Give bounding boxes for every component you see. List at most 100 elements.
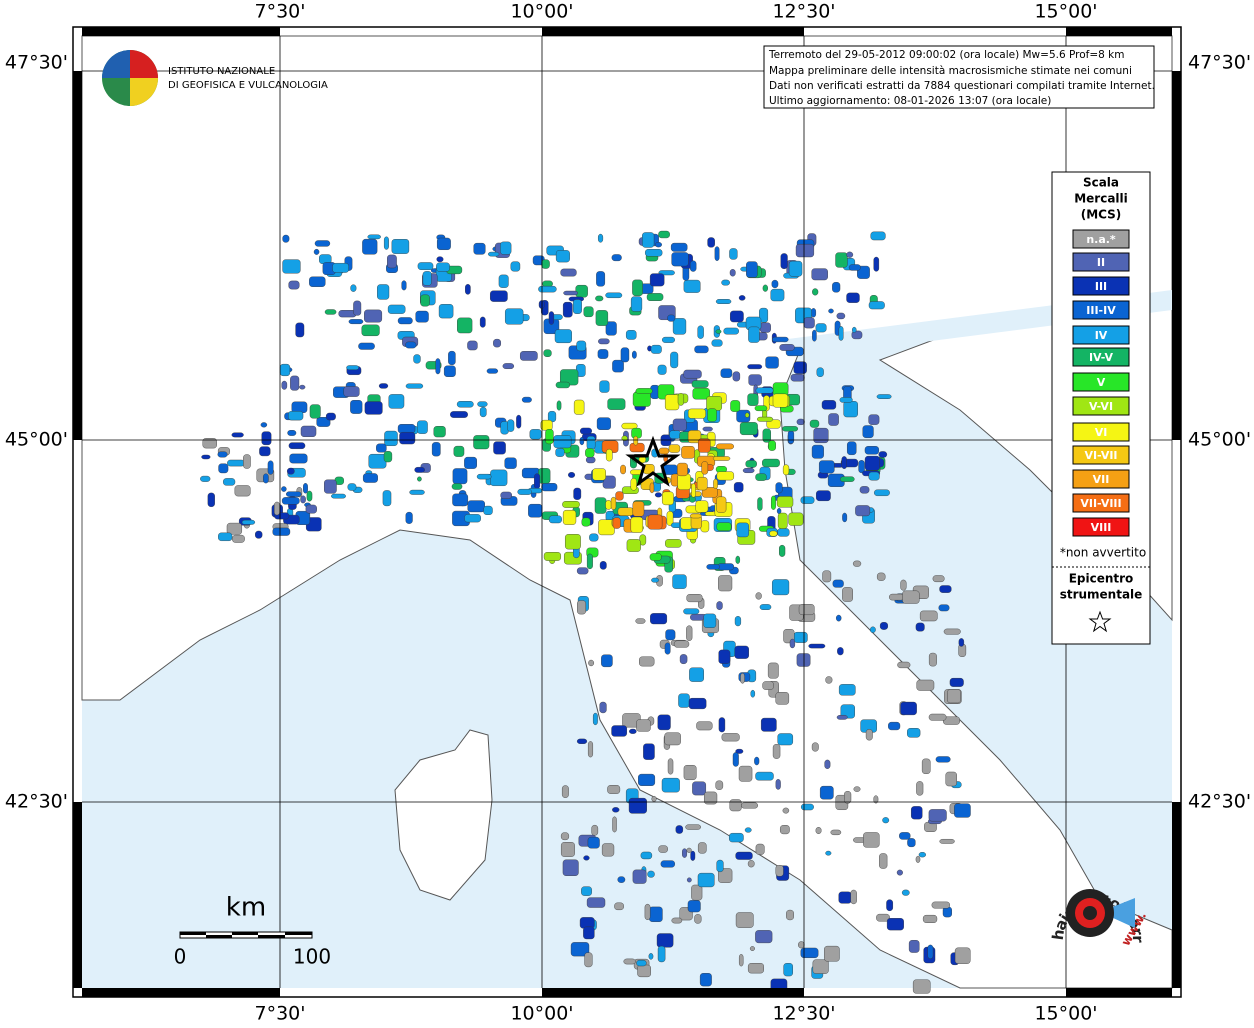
municipality bbox=[483, 505, 493, 515]
municipality bbox=[850, 889, 857, 905]
municipality bbox=[744, 412, 750, 418]
municipality bbox=[760, 717, 777, 732]
municipality bbox=[452, 493, 469, 507]
municipality bbox=[677, 462, 688, 477]
municipality bbox=[436, 262, 450, 272]
municipality bbox=[775, 692, 790, 705]
municipality bbox=[303, 483, 308, 494]
municipality bbox=[670, 351, 679, 369]
municipality bbox=[456, 401, 474, 408]
municipality bbox=[576, 567, 589, 575]
municipality bbox=[864, 446, 879, 455]
municipality bbox=[835, 252, 848, 268]
municipality bbox=[376, 443, 387, 453]
municipality bbox=[824, 945, 840, 962]
municipality bbox=[542, 280, 553, 287]
municipality bbox=[735, 912, 754, 928]
municipality bbox=[798, 941, 805, 949]
municipality bbox=[855, 505, 871, 517]
municipality bbox=[836, 715, 848, 720]
legend-swatch bbox=[1072, 276, 1130, 296]
municipality bbox=[595, 310, 609, 326]
municipality bbox=[487, 251, 500, 257]
municipality bbox=[450, 411, 468, 418]
legend-label: II bbox=[1097, 256, 1105, 269]
municipality bbox=[579, 436, 585, 446]
municipality bbox=[673, 640, 690, 648]
municipality bbox=[694, 914, 702, 924]
municipality bbox=[561, 785, 569, 798]
municipality bbox=[650, 344, 662, 354]
municipality bbox=[730, 400, 741, 412]
municipality bbox=[541, 259, 550, 269]
municipality bbox=[689, 513, 702, 519]
municipality bbox=[436, 256, 444, 263]
municipality bbox=[486, 368, 499, 374]
municipality bbox=[828, 413, 839, 426]
municipality bbox=[638, 773, 656, 786]
left-labels: 47°30' 45°00' 42°30' bbox=[5, 52, 68, 813]
municipality bbox=[586, 435, 596, 450]
municipality bbox=[595, 295, 604, 302]
municipality bbox=[716, 601, 723, 610]
municipality bbox=[671, 917, 683, 924]
municipality bbox=[939, 839, 955, 844]
municipality bbox=[762, 681, 774, 690]
municipality bbox=[422, 271, 432, 286]
municipality bbox=[819, 785, 834, 800]
municipality bbox=[788, 512, 804, 526]
municipality bbox=[353, 300, 362, 316]
municipality bbox=[928, 713, 947, 721]
municipality bbox=[759, 604, 772, 610]
municipality bbox=[748, 326, 760, 343]
municipality bbox=[361, 324, 380, 337]
municipality bbox=[500, 241, 512, 255]
municipality bbox=[745, 460, 757, 468]
legend-label: VIII bbox=[1091, 521, 1112, 534]
municipality bbox=[949, 677, 964, 687]
municipality bbox=[782, 807, 790, 814]
municipality bbox=[691, 884, 703, 901]
legend: Scala Mercalli (MCS) *non avvertito Epic… bbox=[1051, 171, 1151, 645]
municipality bbox=[716, 496, 727, 513]
municipality bbox=[738, 295, 746, 301]
legend-note: *non avvertito bbox=[1060, 546, 1146, 560]
municipality bbox=[636, 959, 647, 967]
municipality bbox=[907, 728, 921, 738]
municipality bbox=[692, 387, 710, 400]
municipality bbox=[658, 447, 670, 455]
municipality bbox=[798, 604, 815, 615]
lat-label: 42°30' bbox=[1188, 791, 1251, 813]
municipality bbox=[694, 345, 709, 354]
top-labels: 7°30' 10°00' 12°30' 15°00' bbox=[255, 1, 1098, 23]
municipality bbox=[261, 431, 272, 446]
municipality bbox=[263, 473, 269, 484]
municipality bbox=[528, 503, 543, 518]
municipality bbox=[464, 456, 477, 469]
municipality bbox=[816, 367, 824, 377]
municipality bbox=[556, 400, 562, 411]
municipality bbox=[543, 552, 561, 561]
municipality bbox=[635, 618, 646, 624]
municipality bbox=[413, 354, 421, 364]
municipality bbox=[538, 468, 551, 484]
municipality bbox=[954, 803, 971, 818]
municipality bbox=[279, 363, 291, 377]
municipality bbox=[876, 572, 886, 581]
municipality bbox=[573, 487, 582, 500]
municipality bbox=[282, 234, 290, 243]
municipality bbox=[796, 653, 811, 667]
municipality bbox=[548, 311, 555, 325]
municipality bbox=[575, 284, 588, 298]
municipality bbox=[711, 339, 723, 347]
municipality bbox=[605, 321, 617, 336]
municipality bbox=[838, 684, 856, 696]
municipality bbox=[800, 947, 819, 958]
municipality bbox=[843, 401, 858, 418]
municipality bbox=[729, 269, 736, 277]
municipality bbox=[715, 780, 724, 790]
municipality bbox=[630, 296, 643, 312]
right-labels: 47°30' 45°00' 42°30' bbox=[1188, 52, 1251, 813]
municipality bbox=[870, 231, 886, 241]
municipality bbox=[289, 453, 308, 464]
